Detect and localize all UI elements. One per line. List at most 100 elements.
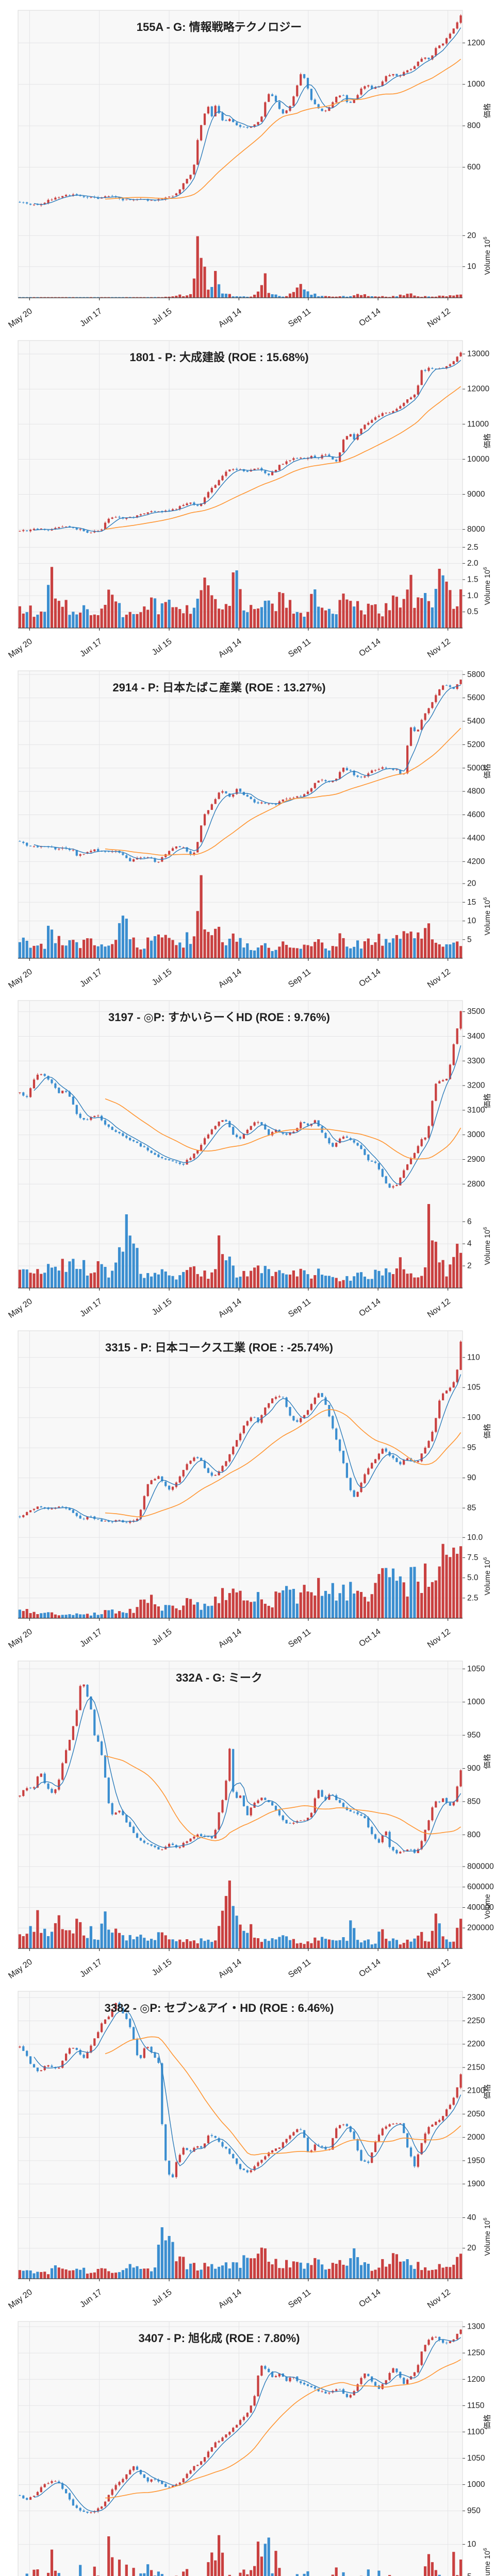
- volume-bars: [18, 1204, 463, 1289]
- x-tick-label: Oct 14: [357, 637, 382, 658]
- price-tick-label: 13000: [467, 349, 489, 358]
- price-axis-title: 価格: [483, 1093, 492, 1109]
- price-axis-title: 価格: [483, 2414, 492, 2430]
- price-tick-label: 3100: [467, 1106, 485, 1115]
- x-tick-label: Sep 11: [287, 1297, 312, 1319]
- volume-tick-label: 5: [467, 2572, 472, 2576]
- price-tick-label: 1900: [467, 2179, 485, 2188]
- chart-canvas-2914: 4200 4400 4600 4800 5000 5200 5400 5600 5800 5 10 1…: [7, 670, 492, 990]
- price-tick-label: 95: [467, 1444, 476, 1452]
- x-tick-label: May 20: [7, 1628, 34, 1651]
- price-tick-label: 2300: [467, 1993, 485, 2002]
- x-tick-label: May 20: [7, 637, 34, 660]
- volume-tick-label: 2: [467, 1262, 472, 1270]
- price-tick-label: 5400: [467, 717, 485, 725]
- chart-canvas-3315: 85 90 95 100 105 110 2.5 5.0 7.5 10.0 May 20 Jun 17…: [7, 1330, 492, 1650]
- ma-long-line: [105, 2359, 461, 2498]
- chart-title: 155A - G: 情報戦略テクノロジー: [137, 21, 302, 33]
- volume-tick-label: 20: [467, 231, 476, 240]
- price-tick-label: 3500: [467, 1008, 485, 1016]
- volume-tick-label: 15: [467, 897, 476, 906]
- volume-tick-label: 800000: [467, 1862, 494, 1871]
- x-tick-label: Aug 14: [217, 1957, 243, 1980]
- price-tick-label: 12000: [467, 384, 489, 393]
- price-axis-title: 価格: [483, 2084, 492, 2099]
- price-tick-label: 9000: [467, 490, 485, 499]
- stock-chart-3197: 2800 2900 3000 3100 3200 3300 3400 3500 2 4 6 May 2…: [0, 990, 495, 1321]
- plot-area: 1900195020002050210021502200225023002040…: [7, 1991, 492, 2311]
- ma-short-line: [34, 1045, 461, 1185]
- price-tick-label: 100: [467, 1413, 481, 1422]
- x-tick-label: Jun 17: [78, 1297, 104, 1319]
- volume-tick-label: 2.5: [467, 1594, 478, 1602]
- volume-axis-title: Volume: [484, 1894, 492, 1919]
- price-tick-label: 3200: [467, 1081, 485, 1090]
- price-tick-label: 2800: [467, 1180, 485, 1189]
- x-tick-label: Jun 17: [78, 2287, 104, 2309]
- volume-tick-label: 0.5: [467, 607, 478, 616]
- x-tick-label: May 20: [7, 1297, 34, 1320]
- chart-title: 332A - G: ミーク: [176, 1671, 262, 1684]
- volume-tick-label: 10: [467, 2540, 476, 2549]
- price-tick-label: 1100: [467, 2427, 485, 2436]
- x-tick-label: Oct 14: [357, 1628, 382, 1649]
- price-tick-label: 950: [467, 1731, 481, 1740]
- price-tick-label: 11000: [467, 420, 489, 429]
- x-axis: May 20 Jun 17 Jul 15 Aug 14 Sep 11 Oct 14 Nov …: [7, 2278, 463, 2311]
- price-tick-label: 4400: [467, 834, 485, 842]
- candles: [19, 2001, 462, 2179]
- x-tick-label: Aug 14: [217, 637, 243, 659]
- price-axis-title: 価格: [483, 103, 492, 118]
- grid-vertical: [29, 1331, 449, 1619]
- x-tick-label: Sep 11: [287, 967, 312, 989]
- price-tick-label: 4600: [467, 810, 485, 819]
- price-tick-label: 1950: [467, 2156, 485, 2165]
- x-tick-label: Jun 17: [78, 967, 104, 989]
- x-tick-label: May 20: [7, 2287, 34, 2311]
- x-axis: May 20 Jun 17 Jul 15 Aug 14 Sep 11 Oct 14 Nov …: [7, 1618, 463, 1650]
- price-tick-label: 90: [467, 1473, 476, 1482]
- x-tick-label: Jun 17: [78, 1628, 104, 1649]
- volume-tick-label: 600000: [467, 1883, 494, 1891]
- volume-tick-label: 10: [467, 917, 476, 925]
- price-tick-label: 85: [467, 1504, 476, 1513]
- price-grid-and-ticks: 800 850 900 950 1000 1050: [18, 1665, 485, 1839]
- price-axis-title: 価格: [483, 764, 492, 778]
- price-grid-and-ticks: 8000 9000 10000 11000 12000 13000: [18, 349, 489, 534]
- x-tick-label: Jun 17: [78, 637, 104, 658]
- stock-chart-2914: 4200 4400 4600 4800 5000 5200 5400 5600 5800 5 10 1…: [0, 660, 495, 991]
- price-tick-label: 1050: [467, 1665, 485, 1673]
- volume-bars: [18, 2227, 463, 2279]
- volume-tick-label: 20: [467, 879, 476, 888]
- volume-tick-label: 200000: [467, 1924, 494, 1933]
- volume-bars: [18, 567, 463, 628]
- volume-tick-label: 1.0: [467, 591, 478, 600]
- price-tick-label: 2250: [467, 2016, 485, 2025]
- grid-vertical: [29, 1001, 449, 1289]
- price-tick-label: 1200: [467, 2375, 485, 2383]
- price-axis-title: 価格: [483, 1423, 492, 1439]
- x-tick-label: Sep 11: [287, 637, 312, 659]
- price-tick-label: 2100: [467, 2086, 485, 2095]
- price-tick-label: 2150: [467, 2063, 485, 2072]
- volume-tick-label: 4: [467, 1240, 472, 1248]
- x-tick-label: Oct 14: [357, 307, 382, 328]
- stock-chart-332A: 800 850 900 950 1000 1050 200000 400000 600000 80…: [0, 1650, 495, 1981]
- price-tick-label: 2050: [467, 2110, 485, 2119]
- price-tick-label: 800: [467, 1831, 481, 1839]
- volume-tick-label: 20: [467, 2244, 476, 2252]
- volume-tick-label: 40: [467, 2213, 476, 2222]
- x-tick-label: Sep 11: [287, 307, 312, 329]
- x-tick-label: Jun 17: [78, 307, 104, 328]
- volume-axis-title: Volume 106: [483, 236, 492, 275]
- price-tick-label: 1050: [467, 2454, 485, 2463]
- ma-long-line: [105, 386, 461, 530]
- price-tick-label: 5200: [467, 740, 485, 749]
- x-tick-label: Sep 11: [287, 1957, 312, 1979]
- volume-tick-label: 10.0: [467, 1533, 483, 1542]
- x-tick-label: Nov 12: [426, 967, 452, 990]
- price-tick-label: 800: [467, 122, 481, 130]
- ma-short-line: [34, 2009, 461, 2170]
